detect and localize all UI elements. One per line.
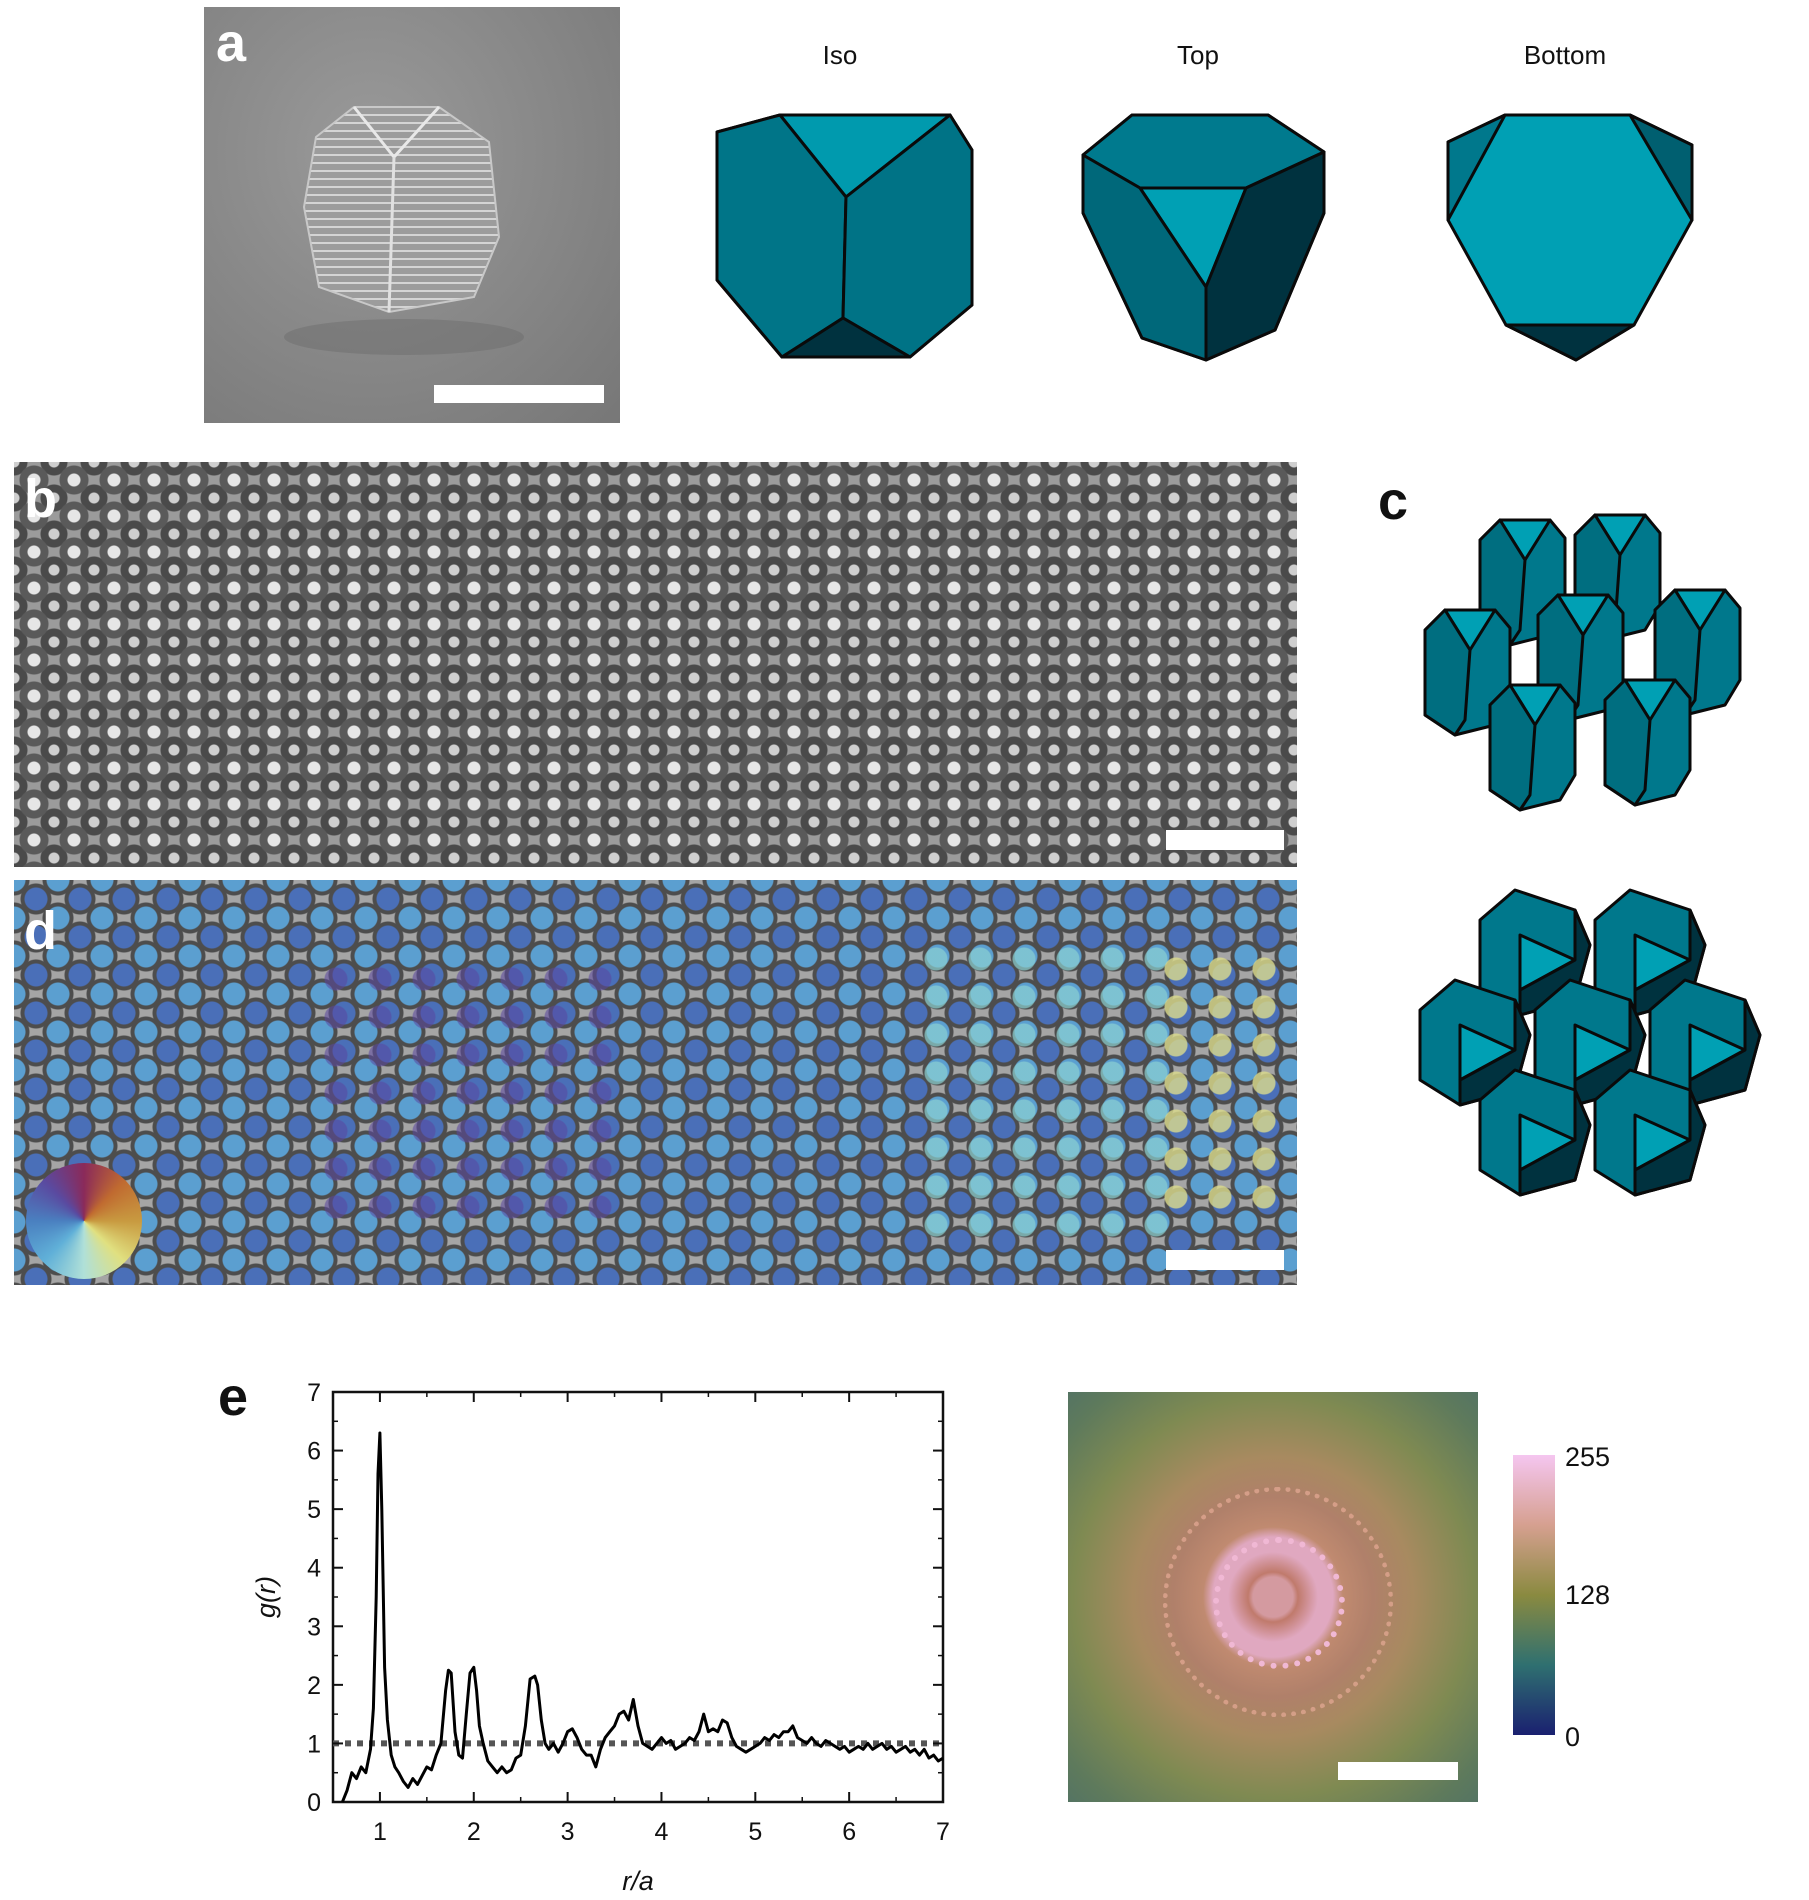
x-tick-label: 6 (842, 1818, 856, 1846)
y-tick-label: 6 (307, 1438, 321, 1466)
view-label-bottom: Bottom (1523, 40, 1607, 70)
colorbar-max-label: 255 (1565, 1442, 1611, 1472)
colorbar (1513, 1455, 1555, 1735)
sem-particle (284, 105, 524, 355)
orientation-color-wheel (26, 1163, 142, 1279)
colorbar-min-label: 0 (1565, 1722, 1581, 1752)
gr-chart: 0 1 2 3 4 5 6 7 1 2 3 4 5 6 7 r/a g(r) (251, 1379, 950, 1896)
polyhedron-top (1081, 113, 1326, 362)
y-tick-label: 2 (307, 1672, 321, 1700)
gr-series-line (341, 1431, 944, 1803)
packing-diagrams (1418, 513, 1762, 1197)
view-label-iso: Iso (822, 40, 858, 70)
y-tick-label: 7 (307, 1379, 321, 1407)
x-tick-label: 7 (936, 1818, 950, 1846)
view-label-top: Top (1177, 40, 1219, 70)
top-packing (1418, 888, 1762, 1197)
region-cyan (914, 940, 1174, 1240)
panel-label-c: c (1378, 471, 1409, 531)
micrograph-d (14, 880, 1297, 1285)
polyhedron-bottom (1446, 113, 1694, 362)
x-tick-label: 5 (748, 1818, 762, 1846)
panel-label-d: d (24, 901, 57, 961)
scale-bar (1338, 1762, 1458, 1780)
iso-packing (1423, 513, 1742, 812)
panel-label-b: b (24, 469, 57, 529)
fft-image (1068, 1392, 1478, 1802)
x-tick-label: 1 (373, 1818, 387, 1846)
scale-bar (1166, 1250, 1284, 1270)
x-tick-label: 3 (561, 1818, 575, 1846)
scale-bar (434, 385, 604, 403)
fft-ring-outer (1163, 1487, 1393, 1717)
x-tick-label: 4 (655, 1818, 669, 1846)
y-tick-label: 0 (307, 1789, 321, 1817)
y-tick-label: 3 (307, 1613, 321, 1641)
y-tick-label: 5 (307, 1496, 321, 1524)
y-tick-label: 4 (307, 1555, 321, 1583)
scale-bar (1166, 830, 1284, 850)
panel-label-e: e (218, 1367, 249, 1427)
region-yellow (1154, 950, 1294, 1210)
panel-label-a: a (216, 13, 247, 73)
y-axis-label: g(r) (251, 1576, 281, 1618)
sem-image (204, 7, 620, 423)
polyhedron-views (715, 113, 1694, 362)
polyhedron-iso (715, 113, 974, 359)
x-axis-label: r/a (622, 1866, 654, 1896)
colorbar-mid-label: 128 (1565, 1580, 1611, 1610)
region-purple (314, 960, 614, 1220)
micrograph-b (14, 462, 1297, 867)
y-tick-label: 1 (307, 1730, 321, 1758)
x-tick-label: 2 (467, 1818, 481, 1846)
